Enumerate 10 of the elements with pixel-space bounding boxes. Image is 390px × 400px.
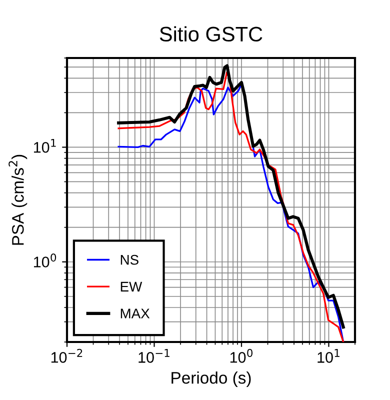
chart-title: Sitio GSTC bbox=[160, 26, 262, 42]
x-tick-label: 10$^{−1}$ bbox=[138, 349, 170, 363]
legend-label: MAX bbox=[120, 308, 150, 318]
x-tick-label: 10$^{0}$ bbox=[230, 348, 253, 363]
x-tick-label: 10$^{−2}$ bbox=[51, 348, 82, 363]
y-axis-title: PSA (cm/s$^{2}$) bbox=[8, 154, 28, 245]
legend-label: EW bbox=[120, 282, 142, 292]
x-axis-title: Periodo (s) bbox=[172, 372, 251, 388]
legend-label: NS bbox=[120, 254, 138, 265]
x-tick-label: 10$^{1}$ bbox=[318, 349, 340, 363]
